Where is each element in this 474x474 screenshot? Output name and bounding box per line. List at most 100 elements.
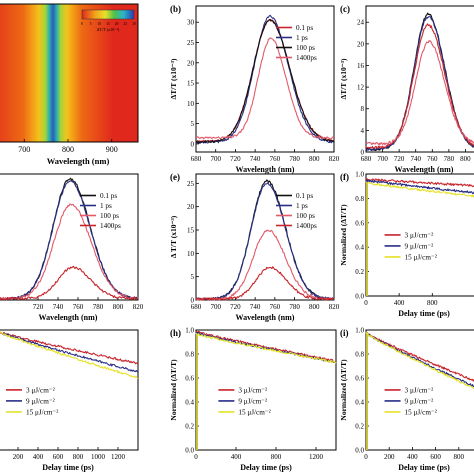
- panel-a: 0 5 10 15 20 25 30 ΔT/T (x10⁻³) 700 800 900 Wavelen…: [0, 3, 139, 166]
- panel-b: 680 700 720 740 760 780 800 820 0 5 10 15 20 25 30 Wave…: [169, 4, 340, 174]
- series-line: [195, 330, 337, 363]
- x-axis-label: Delay time (ps): [42, 463, 94, 472]
- panel-d: 720 740 760 780 800 820 Wavelength (nm) 0.1 ps 1…: [0, 173, 144, 322]
- x-tick-label: 400: [231, 453, 242, 461]
- y-tick-label: 30: [187, 19, 195, 27]
- panel-label: (f): [340, 172, 349, 182]
- panel-label: (h): [170, 328, 181, 338]
- y-tick-label: 0.6: [355, 375, 364, 383]
- x-tick-label: 400: [394, 299, 405, 307]
- legend-label: 15 μJ/cm⁻²: [405, 408, 437, 416]
- legend-label: 0.1 ps: [296, 24, 313, 32]
- legend-label: 1 ps: [100, 202, 112, 210]
- panel-label: (b): [170, 4, 181, 14]
- series-line: [196, 229, 335, 301]
- legend-label: 1 ps: [296, 202, 308, 210]
- panel-f: 0 400 800 0.0 0.2 0.4 0.6 0.8 1.0 Delay time (ps)…: [339, 171, 474, 318]
- y-tick-label: 5: [191, 273, 195, 281]
- y-tick-label: 16: [357, 62, 365, 70]
- legend-label: 100 ps: [296, 44, 315, 52]
- y-tick-label: 10: [187, 250, 195, 258]
- y-tick-label: 0.6: [355, 219, 364, 227]
- x-tick-label: 820: [329, 303, 340, 311]
- x-tick-label: 600: [430, 453, 441, 461]
- panel-label: (e): [170, 172, 180, 182]
- x-tick-label: 760: [73, 303, 84, 311]
- x-tick-label: 200: [13, 453, 24, 461]
- x-tick-label: 740: [250, 303, 261, 311]
- y-tick-label: 0.0: [185, 447, 194, 455]
- legend-label: 1 ps: [296, 34, 308, 42]
- series-line: [0, 203, 139, 301]
- x-tick-label: 740: [250, 155, 261, 163]
- series-line: [365, 331, 474, 382]
- x-tick-label: 760: [270, 303, 281, 311]
- series-line: [0, 180, 139, 301]
- legend-label: 3 μJ/cm⁻²: [405, 231, 434, 239]
- legend-label: 3 μJ/cm⁻²: [26, 386, 55, 394]
- series-line: [0, 331, 139, 373]
- x-tick-label: 680: [191, 303, 202, 311]
- x-tick-label: 0: [364, 453, 368, 461]
- colorbar-tick-label: 10: [98, 22, 102, 26]
- x-tick-label: 720: [230, 155, 241, 163]
- plot-frame: [365, 5, 474, 153]
- x-tick-label: 1000: [91, 453, 106, 461]
- x-tick-label: 740: [53, 303, 64, 311]
- plot-frame: [195, 173, 335, 301]
- x-tick-label: 800: [309, 155, 320, 163]
- y-axis-label: Normalized (ΔT/T): [339, 359, 348, 421]
- x-tick-label: 700: [210, 155, 221, 163]
- y-axis-label: Δ T/T (x10⁻³): [169, 215, 178, 258]
- plot-frame: [365, 329, 474, 451]
- x-axis-label: Delay time (ps): [240, 463, 292, 472]
- series-line: [195, 182, 335, 301]
- plot-frame: [0, 329, 139, 451]
- panel-label: (i): [340, 328, 349, 338]
- y-tick-label: 0.2: [355, 268, 364, 276]
- legend-label: 1400ps: [296, 54, 317, 62]
- heatmap-band: [0, 4, 114, 142]
- panel-i: 0 200 400 600 800 0.0 0.2 0.4 0.6 0.8 1.0 Delay tim…: [339, 327, 474, 472]
- y-tick-label: 24: [357, 19, 365, 27]
- y-tick-label: 1.0: [355, 327, 364, 335]
- colorbar: [81, 9, 135, 20]
- x-tick-label: 760: [427, 155, 438, 163]
- panel-h: 0 400 800 1200 0.0 0.2 0.4 0.6 0.8 1.0 Delay time …: [169, 327, 337, 472]
- y-tick-label: 0.2: [185, 423, 194, 431]
- panel-e: 680 700 720 740 760 780 800 820 0 5 10 15 20 25 Wavele…: [169, 172, 340, 322]
- y-axis-label: Normalized (ΔT/T): [169, 359, 178, 421]
- series-line: [0, 265, 139, 301]
- y-tick-label: 20: [187, 59, 195, 67]
- legend-label: 3 μJ/cm⁻²: [405, 386, 434, 394]
- y-axis-label: ΔT/T (x10⁻³): [339, 58, 348, 99]
- y-tick-label: 0.8: [185, 351, 194, 359]
- x-tick-label: 400: [407, 453, 418, 461]
- legend-label: 15 μJ/cm⁻²: [405, 253, 437, 261]
- x-tick-label: 820: [329, 155, 340, 163]
- legend-label: 9 μJ/cm⁻²: [405, 242, 434, 250]
- series-line: [365, 178, 474, 188]
- x-tick-label: 1200: [111, 453, 126, 461]
- legend-label: 1400ps: [296, 222, 317, 230]
- y-tick-label: 25: [187, 39, 195, 47]
- series-line: [365, 181, 474, 198]
- x-tick-label: 0: [364, 299, 368, 307]
- x-tick-label: 780: [444, 155, 455, 163]
- plot-frame: [0, 173, 139, 301]
- x-tick-label: 800: [460, 155, 471, 163]
- y-tick-label: 0.4: [355, 399, 364, 407]
- x-axis-label: Wavelength (nm): [395, 165, 454, 174]
- x-tick-label: 600: [53, 453, 64, 461]
- y-tick-label: 0.8: [355, 195, 364, 203]
- legend-label: 3 μJ/cm⁻²: [238, 386, 267, 394]
- x-tick-label: 800: [309, 303, 320, 311]
- y-tick-label: 4: [361, 127, 365, 135]
- colorbar-tick-label: 25: [124, 22, 128, 26]
- x-tick-label: 720: [33, 303, 44, 311]
- colorbar-tick-label: 15: [106, 22, 110, 26]
- legend-label: 100 ps: [100, 212, 119, 220]
- legend-label: 15 μJ/cm⁻²: [26, 408, 58, 416]
- x-tick-label: 800: [454, 453, 465, 461]
